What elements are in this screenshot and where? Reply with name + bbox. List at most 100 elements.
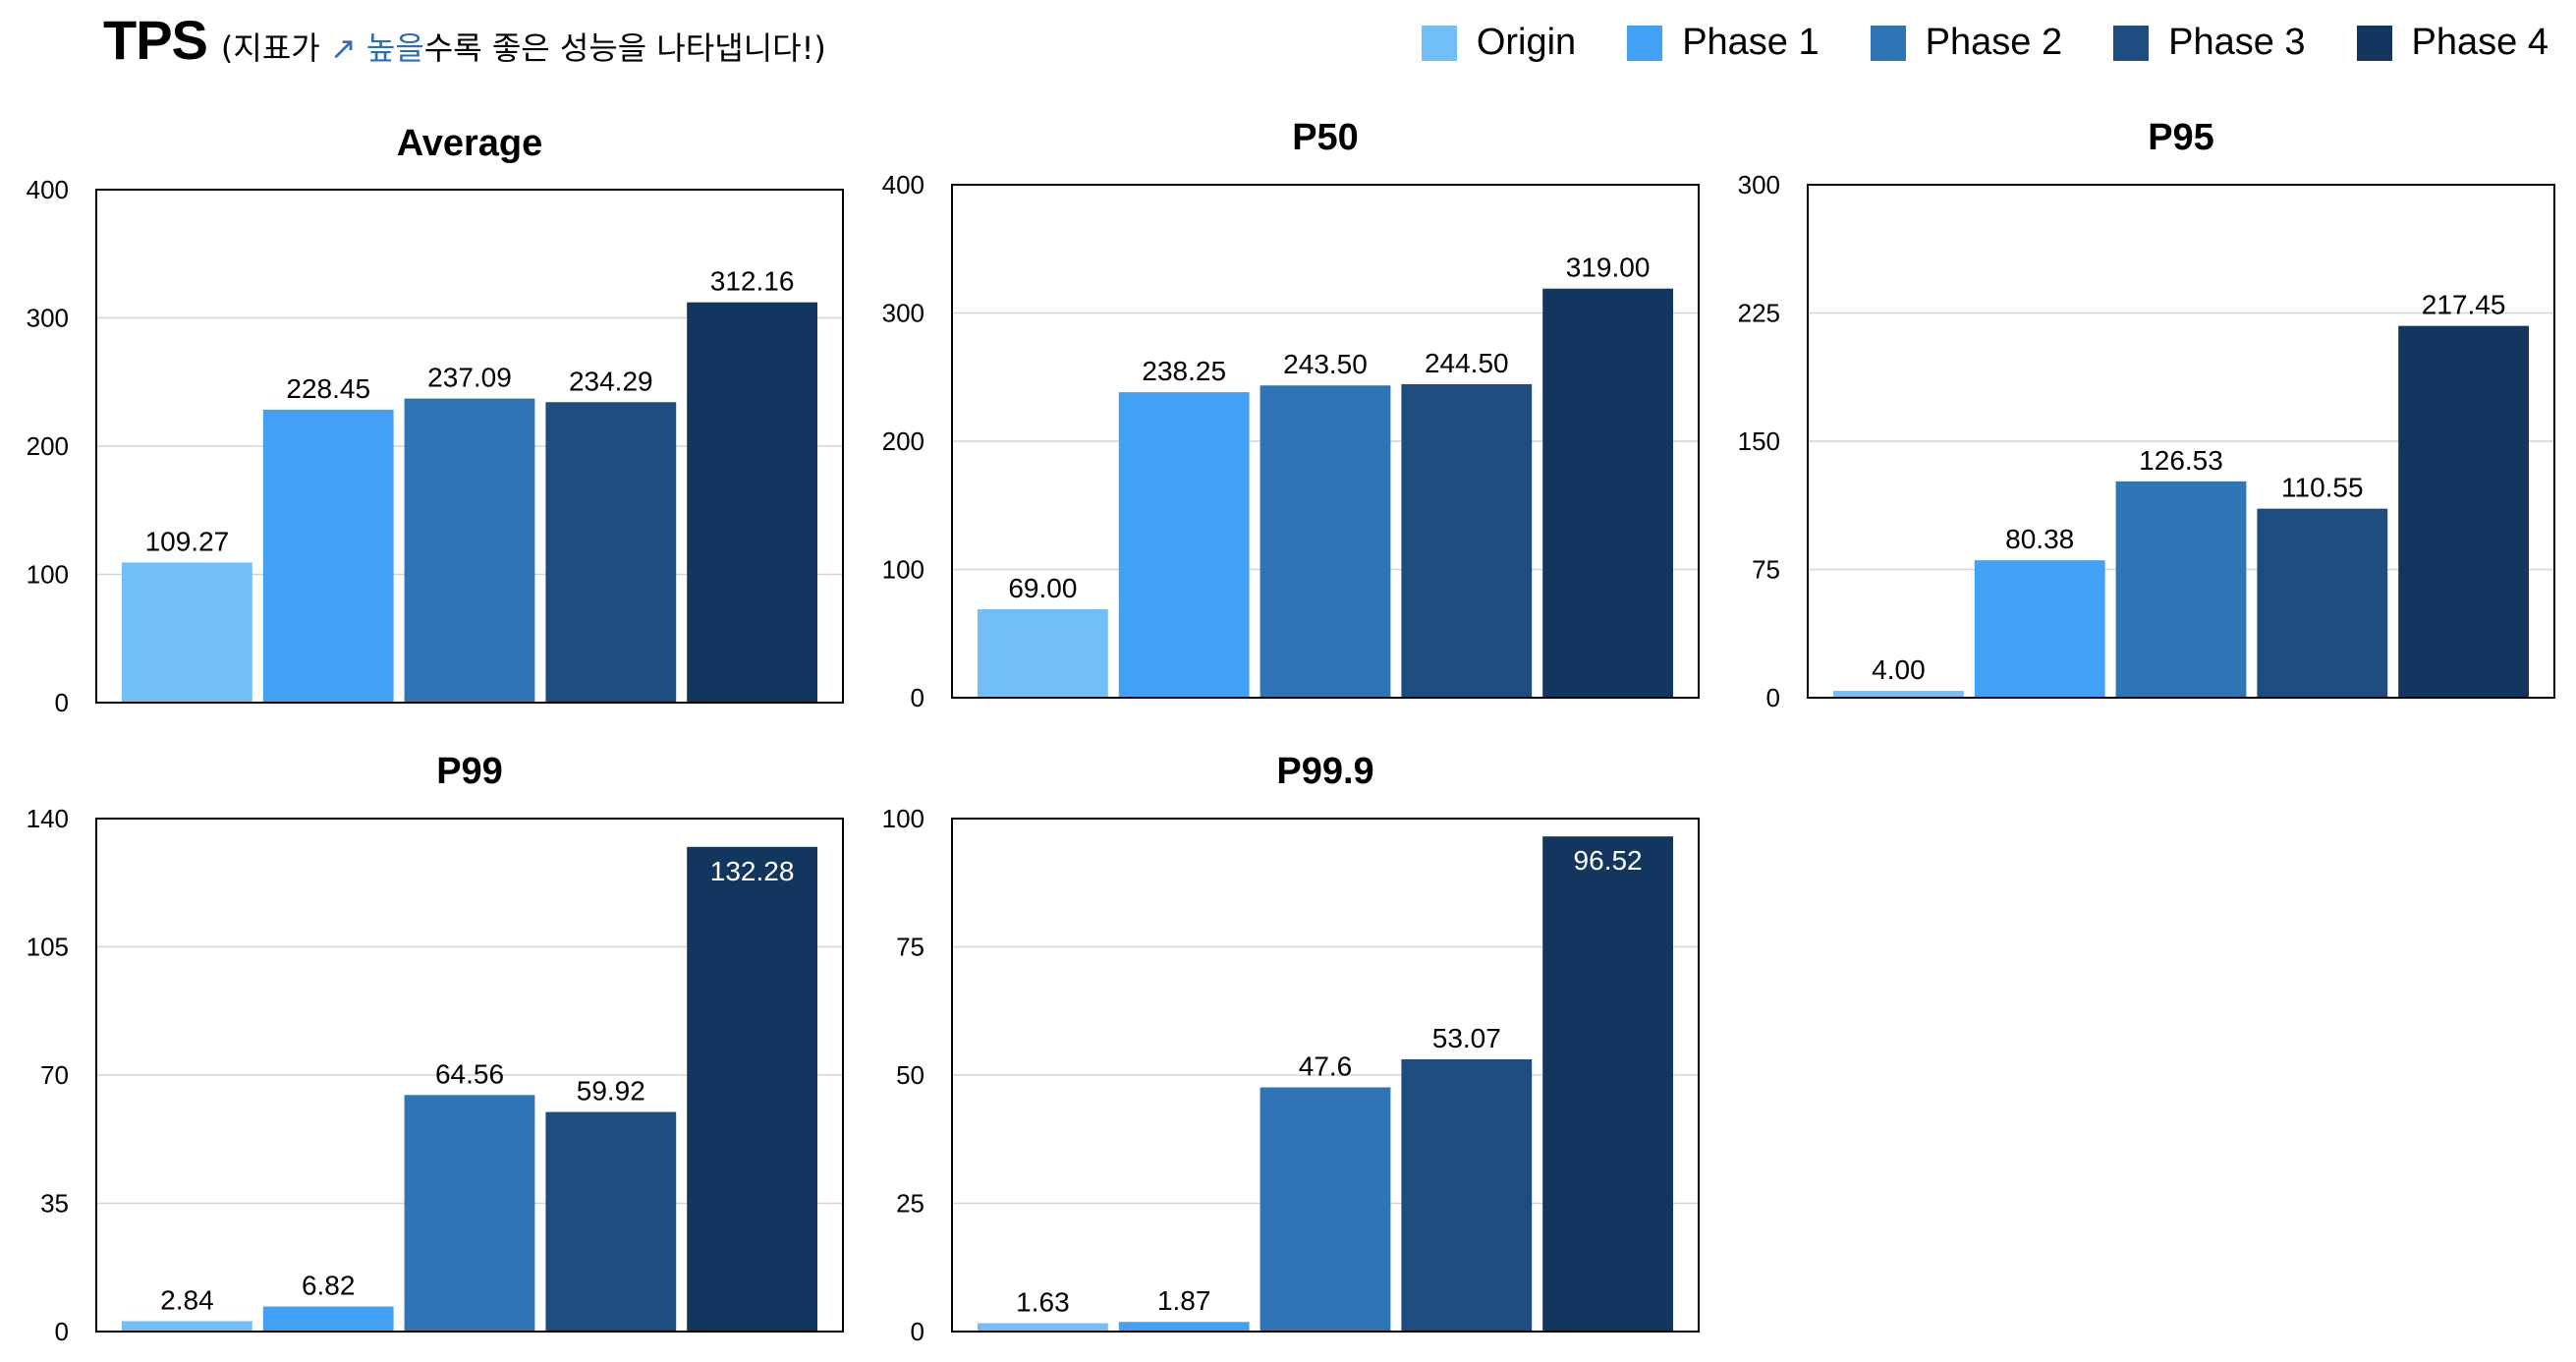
bar [404,398,535,703]
bar [1542,836,1673,1332]
bar [687,846,817,1332]
y-tick-label: 75 [1752,555,1780,585]
plot-frame [95,189,844,704]
chart-legend: Origin Phase 1 Phase 2 Phase 3 Phase 4 [1371,22,2548,64]
data-label: 2.84 [160,1284,214,1315]
subtitle-highlight: 높을 [365,29,424,67]
data-label: 319.00 [1566,253,1651,283]
legend-label: Phase 4 [2411,22,2548,63]
legend-item: Origin [1421,22,1577,64]
bar [1118,1322,1250,1332]
data-label: 4.00 [1872,654,1926,685]
y-tick-label: 0 [1766,683,1780,712]
legend-item: Phase 2 [1870,22,2063,64]
chart-panel: P99 0 35 70 105 140 2.84 6.82 64.56 59.92 132.28 [27,751,844,1346]
data-label: 126.53 [2139,445,2223,476]
subtitle-suffix: 수록 좋은 성능을 나타냅니다!) [423,29,826,67]
data-label: 234.29 [569,366,653,396]
y-tick-label: 300 [27,304,69,333]
data-label: 69.00 [1008,573,1077,603]
chart-panel: Average 0 100 200 300 400 109.27 228.45 237.09 23… [27,123,844,717]
bar [545,1111,677,1332]
y-tick-label: 100 [882,804,924,833]
y-tick-label: 200 [882,426,924,456]
chart-title: P95 [2148,117,2214,158]
page-subtitle: (지표가 ↗ 높을수록 좋은 성능을 나타냅니다!) [221,24,826,69]
bar [978,1323,1108,1332]
y-tick-label: 300 [882,299,924,328]
bar [1542,288,1673,698]
data-label: 80.38 [2005,524,2074,554]
legend-item: Phase 3 [2113,22,2306,64]
legend-label: Phase 2 [1925,22,2063,63]
y-tick-label: 75 [896,933,924,962]
y-tick-label: 100 [27,560,69,590]
data-label: 244.50 [1425,348,1509,378]
y-tick-label: 100 [882,555,924,585]
chart-panel: P99.9 0 25 50 75 100 1.63 1.87 47.6 53.07 96.52 [882,751,1700,1346]
y-tick-label: 25 [896,1189,924,1219]
data-label: 47.6 [1299,1051,1353,1082]
data-label: 132.28 [710,856,795,886]
data-label: 53.07 [1432,1023,1501,1053]
bar [1974,560,2105,698]
data-label: 243.50 [1283,349,1368,379]
y-tick-label: 400 [882,170,924,199]
chart-panel: P95 0 75 150 225 300 4.00 80.38 126.53 110.55 217.… [1738,117,2555,712]
data-label: 312.16 [710,266,795,297]
header: TPS (지표가 ↗ 높을수록 좋은 성능을 나타냅니다!) [103,8,826,86]
plot-frame [951,818,1700,1333]
y-tick-label: 150 [1738,426,1780,456]
plot-frame [95,818,844,1333]
y-tick-label: 225 [1738,299,1780,328]
legend-label: Origin [1476,22,1577,63]
legend-item: Phase 1 [1627,22,1820,64]
chart-title: P99.9 [1276,751,1373,792]
bar [404,1095,535,1332]
y-tick-label: 0 [55,1317,69,1346]
data-label: 1.63 [1016,1286,1070,1317]
chart-title: P50 [1292,117,1359,158]
data-label: 217.45 [2422,290,2506,320]
y-tick-label: 400 [27,175,69,204]
data-label: 237.09 [427,363,512,393]
subtitle-prefix: (지표가 [220,29,320,67]
bar [1118,392,1250,698]
y-tick-label: 300 [1738,170,1780,199]
y-tick-label: 140 [27,804,69,833]
y-tick-label: 105 [27,933,69,962]
page-title: TPS [103,9,208,71]
data-label: 110.55 [2281,473,2364,503]
bar [1401,383,1533,698]
chart-title: P99 [436,751,503,792]
data-label: 96.52 [1574,845,1643,876]
legend-label: Phase 1 [1682,22,1820,63]
bar [122,562,252,703]
legend-swatch [2113,25,2150,61]
data-label: 238.25 [1142,356,1226,386]
data-label: 228.45 [286,373,370,404]
bar [122,1321,252,1332]
y-tick-label: 0 [911,1317,924,1346]
data-label: 59.92 [577,1076,645,1107]
legend-swatch [1870,25,1906,61]
legend-label: Phase 3 [2168,22,2306,63]
bar [1260,385,1391,698]
legend-item: Phase 4 [2356,22,2548,64]
chart-panel: P50 0 100 200 300 400 69.00 238.25 243.50 244.50 3… [882,117,1700,712]
y-tick-label: 200 [27,431,69,461]
y-tick-label: 0 [911,683,924,712]
arrow-up-right-icon: ↗ [329,29,357,67]
y-tick-label: 0 [55,688,69,717]
data-label: 64.56 [435,1058,504,1089]
bar [262,1306,394,1332]
legend-swatch [1421,25,1457,61]
data-label: 6.82 [302,1271,356,1301]
y-tick-label: 70 [40,1060,69,1090]
plot-frame [1807,184,2555,699]
data-label: 109.27 [145,526,230,556]
plot-frame [951,184,1700,699]
y-tick-label: 50 [896,1060,924,1090]
legend-swatch [1627,25,1663,61]
